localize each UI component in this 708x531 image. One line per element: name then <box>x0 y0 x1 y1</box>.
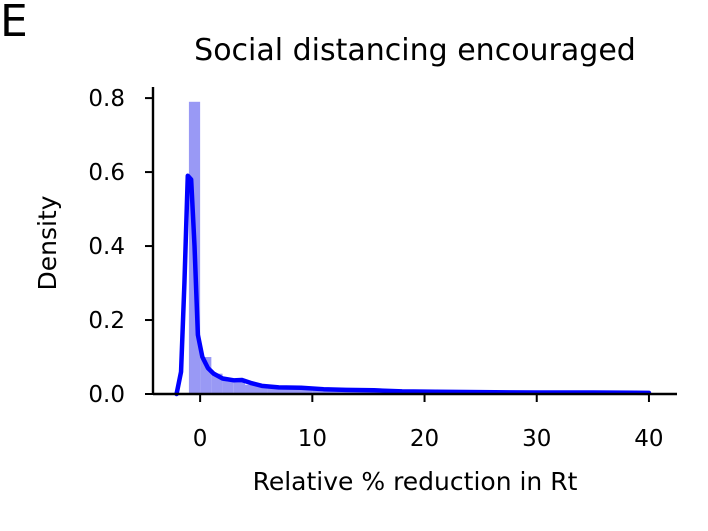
y-tick-label: 0.8 <box>88 86 125 112</box>
x-tick-label: 40 <box>634 426 663 452</box>
y-axis-label: Density <box>33 195 62 290</box>
x-tick-label: 20 <box>410 426 439 452</box>
histogram-bar-5 <box>245 384 268 394</box>
y-tick-label: 0.0 <box>88 382 125 408</box>
histogram-bars <box>188 101 649 395</box>
kde-line <box>174 173 652 397</box>
x-tick-label: 0 <box>193 426 208 452</box>
y-tick-label: 0.4 <box>88 234 125 260</box>
histogram-bar-2 <box>211 373 223 394</box>
panel-label: E <box>0 0 28 47</box>
plot-area <box>174 101 652 397</box>
histogram-bar-1 <box>200 357 212 394</box>
histogram-bar-6 <box>267 388 313 394</box>
histogram-bar-4 <box>233 381 246 394</box>
x-axis-label: Relative % reduction in Rt <box>253 467 578 496</box>
x-tick-label: 30 <box>522 426 551 452</box>
x-axis-ticks: 0 10 20 30 40 <box>193 394 664 452</box>
y-tick-label: 0.2 <box>88 308 125 334</box>
histogram-bar-3 <box>222 379 234 394</box>
chart-title: Social distancing encouraged <box>194 33 636 68</box>
y-axis-ticks: 0.0 0.2 0.4 0.6 0.8 <box>88 86 153 408</box>
y-tick-label: 0.6 <box>88 160 125 186</box>
x-tick-label: 10 <box>298 426 327 452</box>
